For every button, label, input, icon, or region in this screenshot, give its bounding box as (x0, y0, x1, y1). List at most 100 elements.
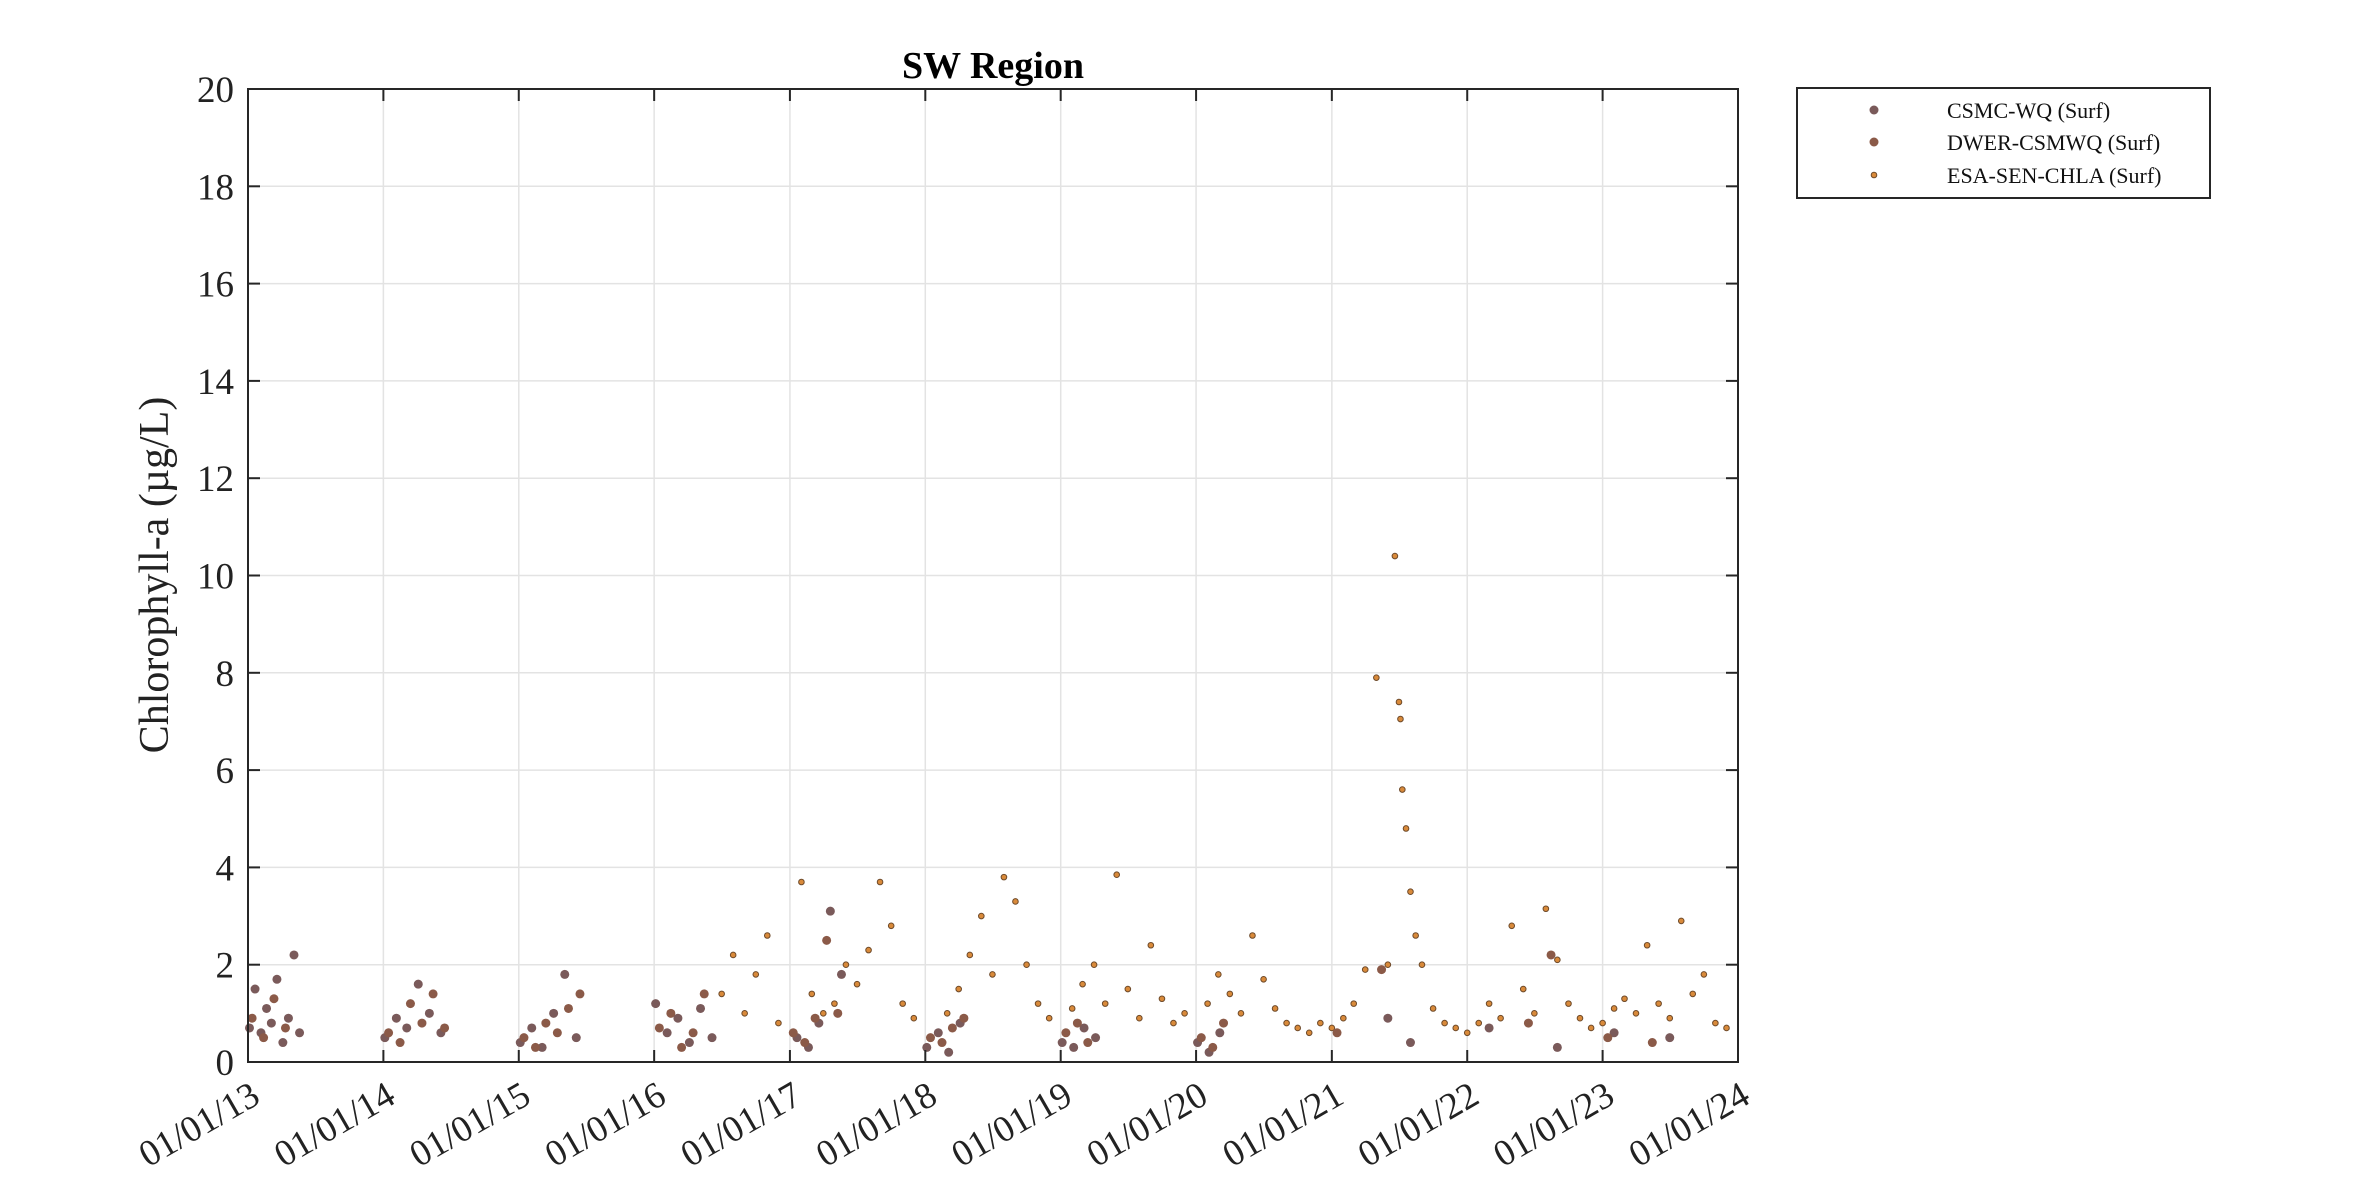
data-point (1418, 961, 1426, 969)
data-point (262, 1003, 272, 1013)
data-point (1271, 1005, 1279, 1012)
legend-label-csmc-wq: CSMC-WQ (Surf) (1947, 98, 2110, 123)
data-point (842, 961, 850, 969)
legend-marker-dwer-csmwq (1869, 137, 1879, 147)
series-2 (718, 552, 1730, 1037)
data-point (1317, 1019, 1324, 1027)
data-point (1603, 1033, 1613, 1043)
data-point (413, 979, 423, 989)
data-point (1405, 1038, 1415, 1048)
data-point (1215, 1028, 1225, 1038)
data-point (833, 1008, 843, 1018)
data-point (707, 1033, 717, 1043)
data-point (876, 878, 884, 886)
data-point (1632, 1010, 1640, 1017)
data-point (699, 989, 709, 999)
data-point (1332, 1028, 1342, 1038)
axis-ticks (247, 88, 1739, 1063)
y-tick-label: 12 (197, 459, 234, 500)
data-point (1610, 1005, 1618, 1012)
data-point (1523, 1018, 1533, 1028)
data-point (537, 1042, 547, 1052)
data-point (1208, 1042, 1218, 1052)
data-point (1576, 1014, 1584, 1022)
data-point (688, 1028, 698, 1038)
y-tick-label: 10 (197, 557, 234, 598)
data-point (922, 1042, 932, 1052)
data-point (1429, 1005, 1437, 1012)
data-point (1012, 898, 1019, 905)
data-point (966, 951, 974, 959)
data-point (1689, 990, 1697, 998)
data-point (959, 1013, 969, 1023)
data-point (822, 935, 832, 945)
data-point (1083, 1038, 1093, 1048)
data-point (1519, 985, 1527, 993)
data-point (519, 1033, 529, 1043)
y-tick-label: 18 (197, 167, 234, 208)
data-point (1091, 1033, 1101, 1043)
data-point (1441, 1019, 1448, 1027)
data-point (831, 1000, 838, 1007)
data-point (651, 999, 661, 1009)
data-point (1508, 922, 1516, 930)
data-point (244, 1023, 254, 1033)
data-point (283, 1013, 293, 1023)
data-point (1609, 1028, 1619, 1038)
data-point (910, 1014, 918, 1022)
data-point (1113, 871, 1121, 878)
data-point (955, 985, 962, 993)
data-point (1294, 1024, 1302, 1032)
data-point (1497, 1014, 1504, 1022)
data-point (1723, 1024, 1730, 1032)
y-tick-labels: 0 2 4 6 8 10 12 14 16 18 20 (197, 70, 234, 1084)
legend-marker-csmc-wq (1869, 105, 1879, 115)
data-point (250, 984, 260, 994)
data-point (1412, 932, 1419, 939)
data-point (943, 1010, 951, 1017)
data-point (259, 1033, 269, 1043)
data-point (1643, 941, 1651, 949)
data-point (1712, 1019, 1719, 1027)
data-point (1283, 1019, 1290, 1027)
data-point (1384, 961, 1392, 969)
y-tick-label: 2 (216, 946, 235, 987)
data-point (887, 922, 895, 930)
data-point (405, 999, 415, 1009)
data-point (1061, 1028, 1071, 1038)
data-point (1196, 1033, 1206, 1043)
data-point (1124, 985, 1132, 993)
data-point (1101, 1000, 1109, 1007)
data-point (560, 969, 570, 979)
data-point (1237, 1010, 1245, 1017)
data-point (278, 1038, 288, 1048)
data-point (933, 1028, 943, 1038)
data-point (1340, 1014, 1347, 1022)
data-point (428, 989, 438, 999)
data-point (810, 1013, 820, 1023)
data-point (1181, 1010, 1188, 1017)
data-point (718, 990, 725, 998)
legend-label-esa-sen-chla: ESA-SEN-CHLA (Surf) (1947, 163, 2162, 188)
data-point (1079, 980, 1086, 988)
data-point (763, 932, 771, 939)
data-point (925, 1033, 935, 1043)
data-point (280, 1023, 290, 1033)
data-point (788, 1028, 798, 1038)
data-point (1391, 552, 1399, 560)
legend-box (1796, 87, 2211, 199)
data-point (1305, 1029, 1313, 1037)
data-point (1399, 786, 1406, 793)
data-point (1328, 1024, 1336, 1032)
data-point (527, 1023, 537, 1033)
data-point (541, 1018, 551, 1028)
data-point (798, 878, 805, 886)
data-point (1565, 1000, 1572, 1007)
y-axis-label: Chlorophyll-a (µg/L) (132, 397, 178, 754)
data-point (947, 1023, 957, 1033)
y-tick-label: 20 (197, 70, 234, 111)
data-point (395, 1038, 405, 1048)
data-point (820, 1010, 827, 1017)
data-point (1023, 961, 1030, 969)
